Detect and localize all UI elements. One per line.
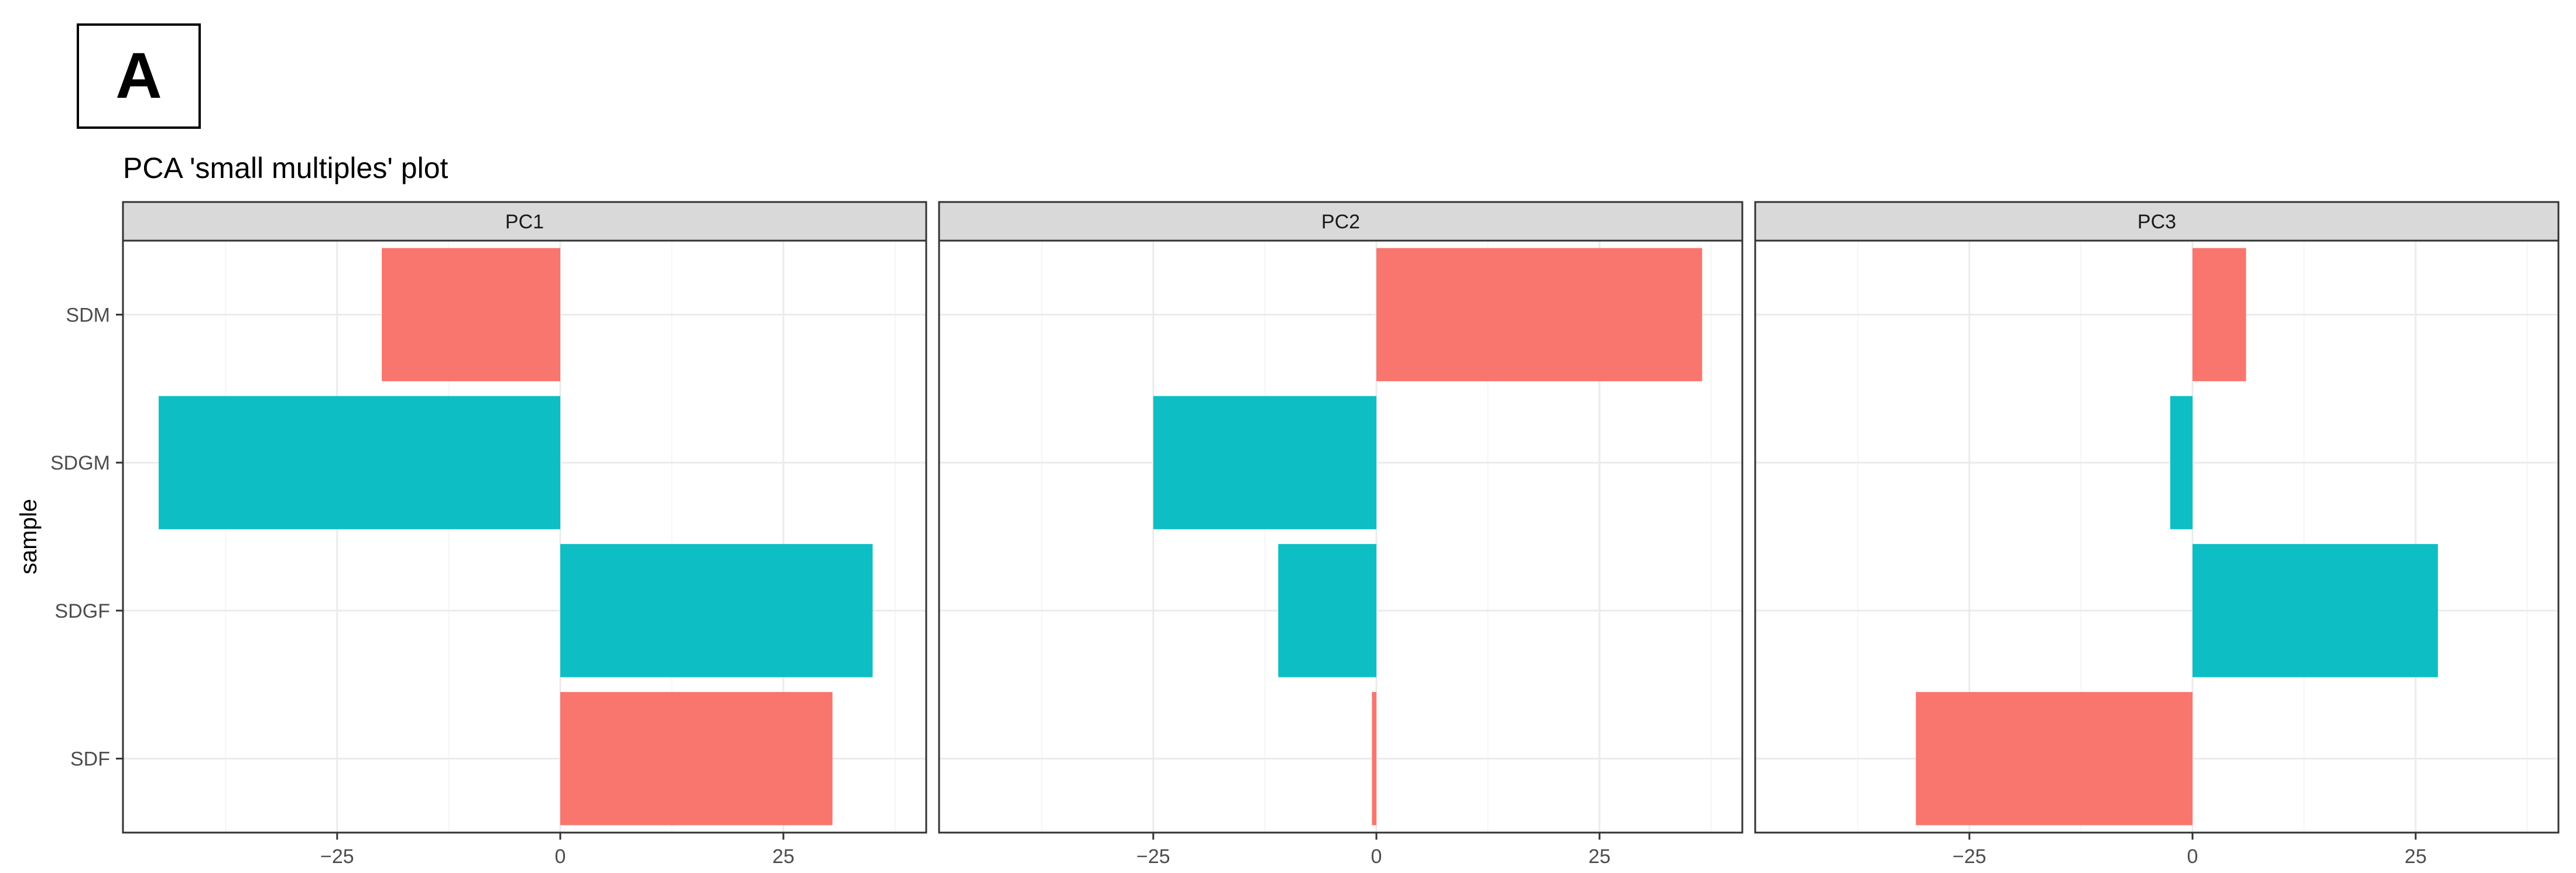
x-tick-label: 25 (1588, 845, 1611, 868)
x-tick-label: −25 (320, 845, 354, 868)
facet-strip (938, 201, 1743, 242)
bar-pc3-sdgm (2170, 396, 2193, 529)
bar-pc2-sdgm (1153, 396, 1376, 529)
bar-pc1-sdgm (158, 396, 560, 529)
x-tick-label: 25 (2404, 845, 2427, 868)
x-tick-label: 0 (1371, 845, 1382, 868)
bar-pc1-sdgf (560, 544, 873, 677)
x-tick-label: −25 (1136, 845, 1170, 868)
bar-pc3-sdf (1916, 691, 2193, 826)
bar-pc2-sdm (1376, 248, 1703, 382)
y-tick-label: SDGM (50, 452, 110, 474)
x-tick-label: 25 (772, 845, 794, 868)
bar-pc1-sdf (560, 691, 833, 826)
bar-pc1-sdm (382, 248, 560, 382)
facet-strip (1754, 201, 2560, 242)
bar-pc3-sdm (2192, 248, 2246, 382)
chart-title: PCA 'small multiples' plot (123, 152, 448, 184)
bar-pc2-sdgf (1278, 544, 1376, 677)
facet-strip-label: PC2 (1321, 211, 1360, 233)
y-tick-label: SDGF (55, 600, 110, 622)
y-tick-label: SDF (70, 748, 110, 771)
facet-strip-label: PC1 (505, 211, 544, 233)
y-tick-label: SDM (66, 304, 110, 326)
y-axis-title: sample (16, 499, 42, 574)
bar-pc3-sdgf (2192, 544, 2438, 677)
x-tick-label: −25 (1952, 845, 1986, 868)
panel-label: A (115, 40, 162, 112)
facet-strip (122, 201, 927, 242)
x-tick-label: 0 (2187, 845, 2198, 868)
x-tick-label: 0 (555, 845, 566, 868)
bar-pc2-sdf (1372, 691, 1376, 826)
panel-label-box: A (77, 23, 201, 129)
facet-strip-label: PC3 (2137, 211, 2176, 233)
